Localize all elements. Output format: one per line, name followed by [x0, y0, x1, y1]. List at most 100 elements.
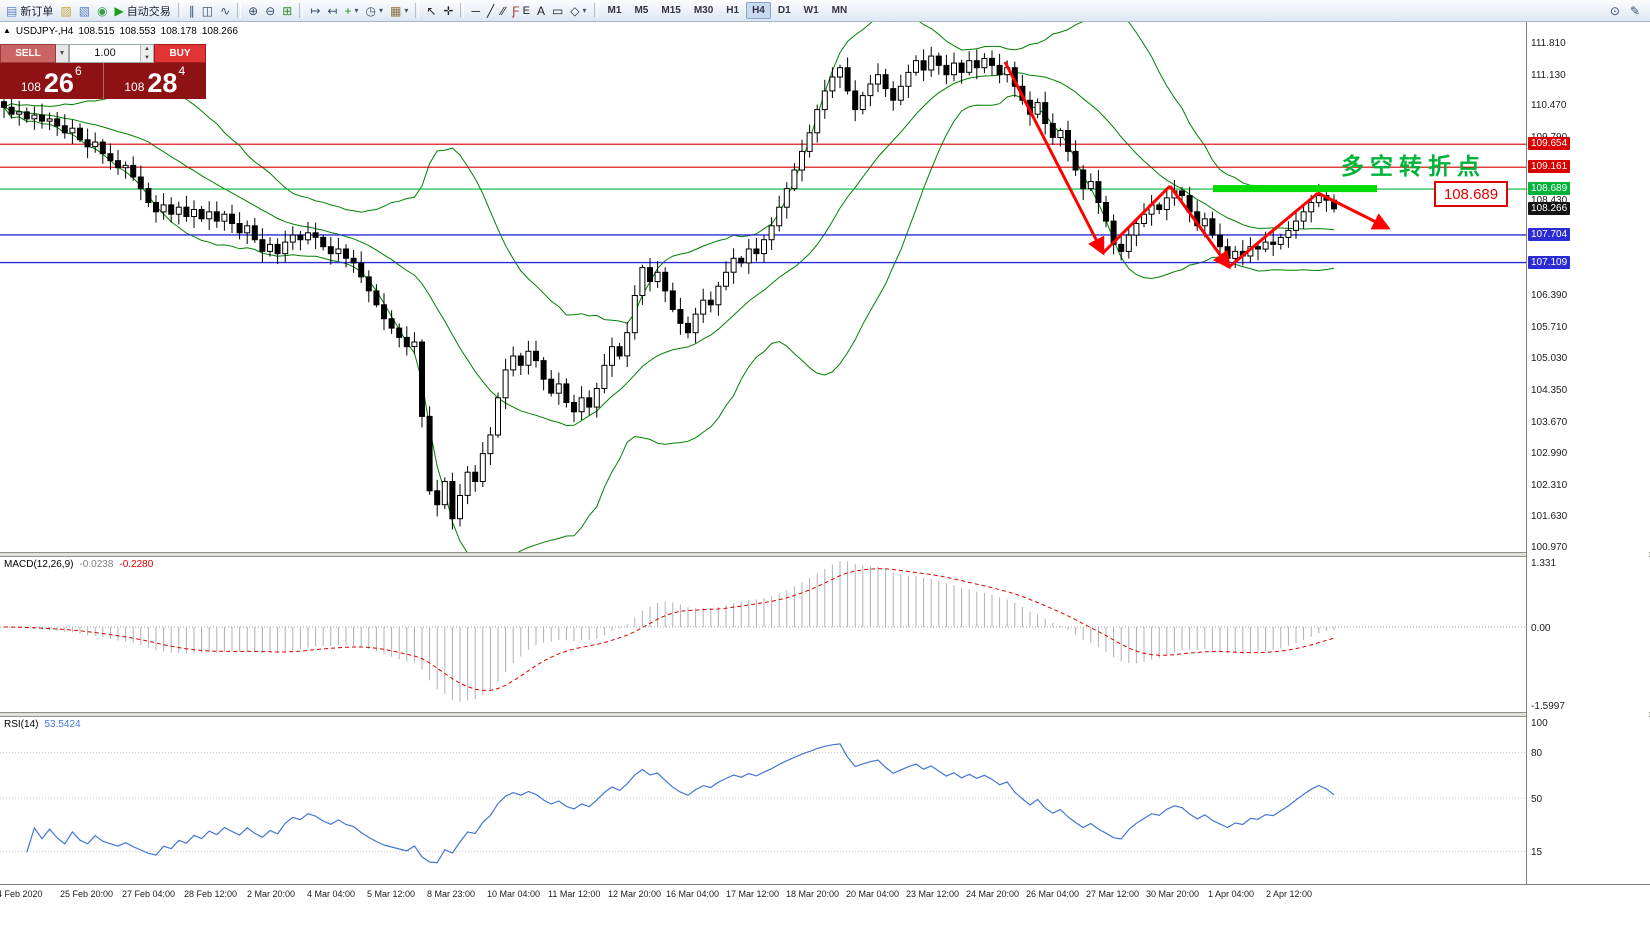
crosshair-tool-button[interactable]: ✛	[440, 1, 456, 20]
buy-price-figure: 108	[124, 80, 145, 94]
price-scale-tick: 111.810	[1531, 38, 1566, 49]
navigator-button[interactable]: ▧	[76, 1, 93, 20]
timeframe-m15-button[interactable]: M15	[661, 5, 681, 16]
collapse-icon[interactable]: ▲	[3, 26, 11, 35]
symbol-period-label: USDJPY-,H4	[15, 26, 74, 37]
periods-dropdown[interactable]: ◷ ▾	[363, 1, 387, 20]
tile-windows-icon: ⊞	[282, 3, 293, 18]
sell-price-pips: 26	[43, 68, 74, 98]
horizontal-line-icon: ─	[471, 3, 480, 18]
zoom-out-button[interactable]: ⊖	[262, 1, 278, 20]
volume-input[interactable]: 1.00 ▲ ▼	[69, 44, 154, 63]
sell-price[interactable]: 108 26 6	[0, 63, 104, 99]
rsi-value: 53.5424	[44, 719, 81, 730]
rsi-chart[interactable]	[0, 717, 1526, 884]
indicators-dropdown[interactable]: + ▾	[341, 1, 361, 20]
indicator-scale-tick: 15	[1531, 847, 1543, 858]
navigator-icon: ▧	[78, 3, 91, 18]
label-tool[interactable]: ▭	[549, 1, 566, 20]
timeframe-m1-button[interactable]: M1	[607, 5, 622, 16]
horizontal-line-tool[interactable]: ─	[468, 1, 483, 20]
indicator-scale-tick: 100	[1531, 718, 1548, 729]
ohlc-close: 108.266	[201, 26, 238, 37]
toolbar-right-group: ⊙ ✎	[1607, 1, 1647, 20]
ohlc-low: 108.178	[160, 26, 197, 37]
time-axis-label: 24 Feb 2020	[0, 889, 43, 899]
time-axis-label: 27 Feb 04:00	[122, 889, 176, 899]
market-watch-button[interactable]: ▨	[57, 1, 74, 20]
rsi-panel[interactable]: RSI(14) 53.5424	[0, 717, 1526, 884]
timeframe-w1-button[interactable]: W1	[803, 5, 819, 16]
toolbar: ▤ 新订单 ▨ ▧ ◉ ▶ 自动交易 ∥ ◫ ∿ ⊕ ⊖ ⊞ ↦ ↤ + ▾ ◷ ▾ ▦ ▾ ↖ ✛ ─ ╱ ∕∕ Ƒ E A ▭ ◇ ▾ M1…	[0, 0, 1650, 22]
quick-edit-icon: ✎	[1629, 3, 1640, 18]
crosshair-tool-icon: ✛	[443, 3, 454, 18]
trendline-tool[interactable]: ╱	[484, 1, 497, 20]
macd-chart[interactable]	[0, 557, 1526, 712]
price-scale-tick: 106.390	[1531, 290, 1568, 301]
new-order-button[interactable]: ▤ 新订单	[3, 1, 56, 20]
timeframe-mn-button[interactable]: MN	[831, 5, 848, 16]
indicator-scale-tick: 1.331	[1531, 558, 1557, 569]
chart-macd-splitter[interactable]	[0, 552, 1650, 557]
sell-button[interactable]: SELL	[0, 44, 56, 63]
macd-signal-value: -0.2280	[119, 559, 154, 570]
volume-stepper: ▲ ▼	[140, 45, 153, 62]
trendline-icon: ╱	[487, 3, 495, 18]
equidistant-channel-tool[interactable]: ∕∕	[498, 1, 508, 20]
auto-scroll-button[interactable]: ↦	[307, 1, 323, 20]
zoom-in-icon: ⊕	[248, 3, 259, 18]
buy-price[interactable]: 108 28 4	[104, 63, 207, 99]
autotrading-button[interactable]: ▶ 自动交易	[112, 1, 174, 20]
market-watch-icon: ▨	[60, 3, 72, 18]
time-axis-label: 10 Mar 04:00	[487, 889, 541, 899]
zoom-out-icon: ⊖	[265, 3, 276, 18]
timeframe-d1-button[interactable]: D1	[777, 5, 791, 16]
equidistant-channel-icon: ∕∕	[501, 3, 506, 18]
time-axis-label: 16 Mar 04:00	[666, 889, 720, 899]
volume-down-button[interactable]: ▼	[141, 53, 153, 62]
macd-panel[interactable]: MACD(12,26,9) -0.0238 -0.2280	[0, 557, 1526, 712]
community-button[interactable]: ◉	[94, 1, 110, 20]
main-chart-panel[interactable]: ▲ USDJPY-,H4 108.515 108.553 108.178 108…	[0, 22, 1526, 552]
sell-options-caret[interactable]: ▼	[56, 44, 69, 63]
time-axis-label: 11 Mar 12:00	[548, 889, 601, 899]
label-icon: ▭	[551, 3, 564, 18]
caret-down-icon: ▾	[354, 6, 359, 15]
search-icon: ⊙	[1609, 3, 1620, 18]
buy-button[interactable]: BUY	[154, 44, 206, 63]
time-axis-label: 2 Mar 20:00	[247, 889, 296, 899]
candlestick-chart[interactable]: 多空转折点	[0, 22, 1526, 552]
quick-edit-button[interactable]: ✎	[1627, 1, 1643, 20]
indicator-scale-tick: 50	[1531, 794, 1543, 805]
timeframe-h1-button[interactable]: H1	[726, 5, 740, 16]
zoom-in-button[interactable]: ⊕	[245, 1, 261, 20]
templates-dropdown[interactable]: ▦ ▾	[387, 1, 411, 20]
tile-windows-button[interactable]: ⊞	[279, 1, 295, 20]
shapes-dropdown[interactable]: ◇ ▾	[567, 1, 589, 20]
candlestick-chart-button[interactable]: ◫	[199, 1, 216, 20]
timeframe-m5-button[interactable]: M5	[634, 5, 649, 16]
volume-value[interactable]: 1.00	[94, 47, 116, 59]
bar-chart-button[interactable]: ∥	[186, 1, 198, 20]
indicators-icon: +	[344, 3, 352, 18]
caret-down-icon: ▾	[378, 6, 383, 15]
search-button[interactable]: ⊙	[1607, 1, 1623, 20]
macd-rsi-splitter[interactable]	[0, 712, 1650, 717]
timeframe-h4-button[interactable]: H4	[746, 2, 771, 19]
chart-shift-button[interactable]: ↤	[324, 1, 340, 20]
indicator-scale-tick: 80	[1531, 748, 1543, 759]
time-axis-label: 27 Mar 12:00	[1086, 889, 1140, 899]
autotrading-button-label: 自动交易	[126, 5, 171, 18]
volume-up-button[interactable]: ▲	[141, 45, 153, 54]
shapes-icon: ◇	[570, 3, 580, 18]
time-axis-label: 24 Mar 20:00	[966, 889, 1020, 899]
time-axis-label: 26 Mar 04:00	[1026, 889, 1080, 899]
time-axis-label: 30 Mar 20:00	[1146, 889, 1200, 899]
line-chart-button[interactable]: ∿	[217, 1, 233, 20]
cursor-tool-button[interactable]: ↖	[423, 1, 439, 20]
time-axis-label: 17 Mar 12:00	[726, 889, 780, 899]
rsi-name: RSI(14)	[4, 719, 39, 730]
text-tool[interactable]: A	[534, 1, 548, 20]
timeframe-m30-button[interactable]: M30	[693, 5, 714, 16]
